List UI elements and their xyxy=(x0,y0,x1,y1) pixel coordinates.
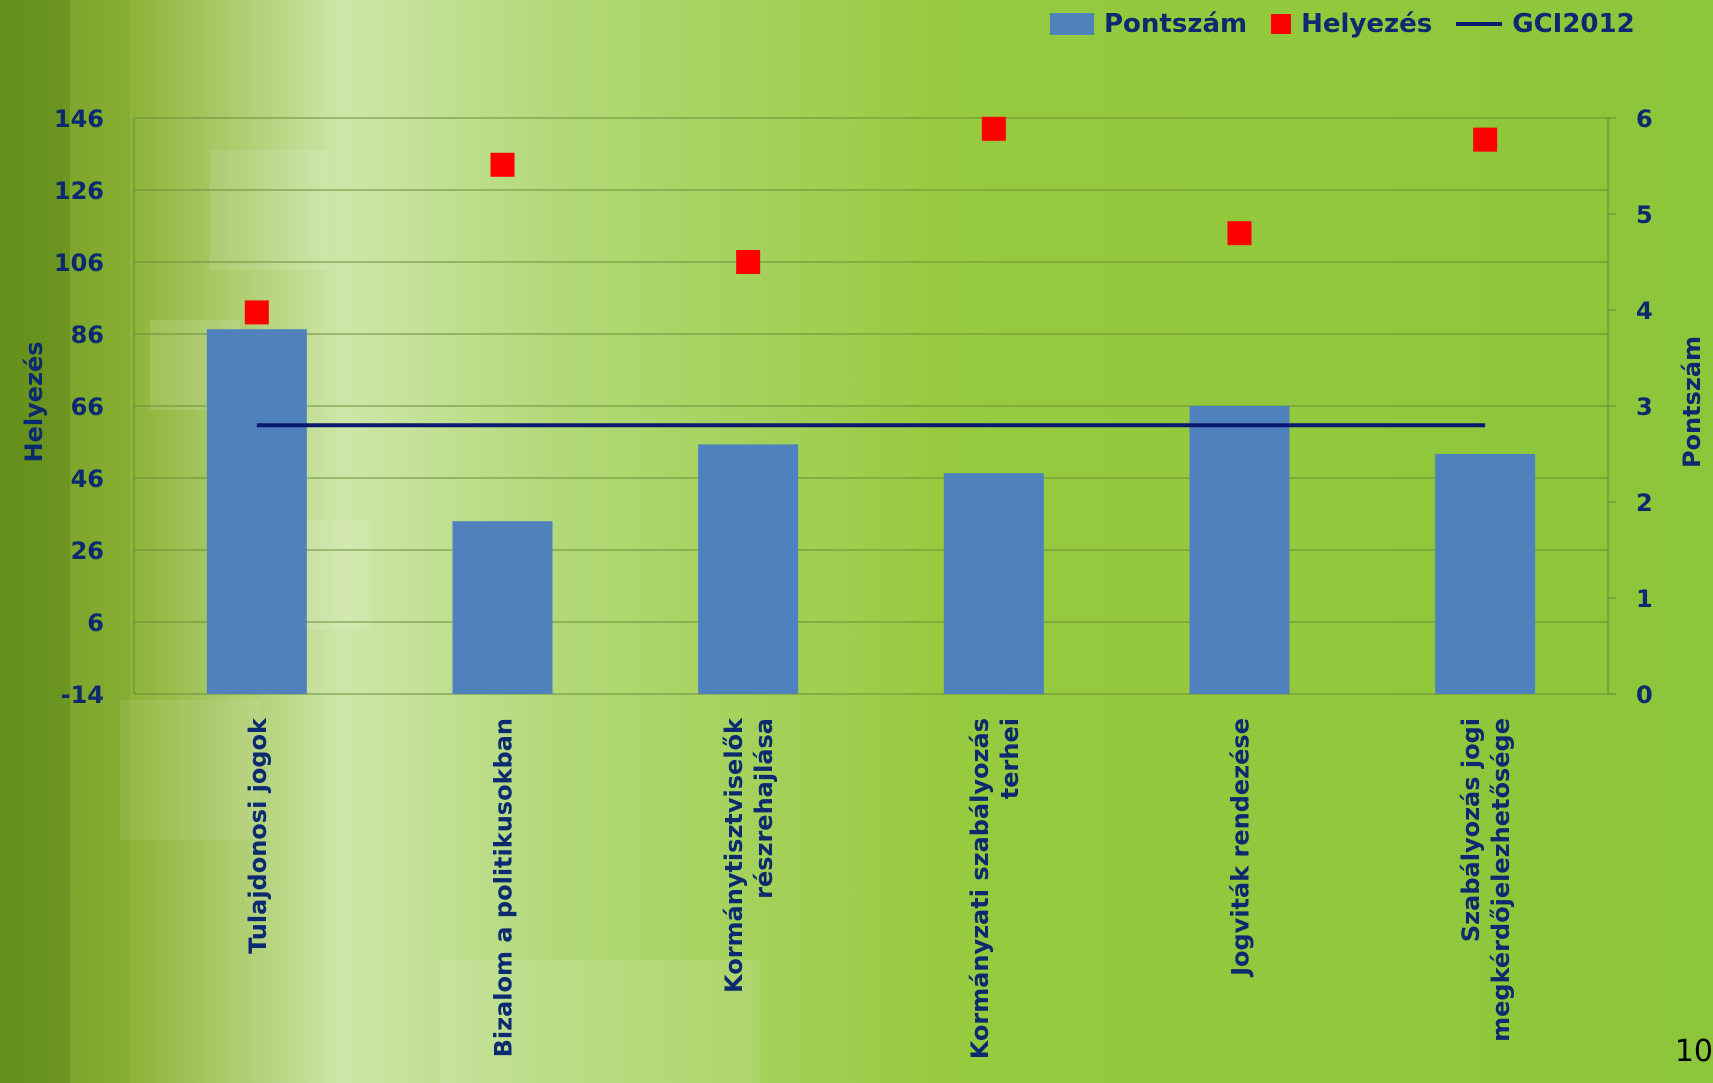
right-tick-label: 6 xyxy=(1636,105,1653,133)
page-number: 10 xyxy=(1674,1034,1713,1069)
bar xyxy=(1189,406,1290,694)
category-label: terhei xyxy=(996,718,1024,799)
left-tick-label: 86 xyxy=(71,321,104,349)
right-axis-label: Pontszám xyxy=(1678,336,1706,468)
legend-item-helyezes: Helyezés xyxy=(1271,9,1432,39)
right-tick-label: 0 xyxy=(1636,681,1653,709)
category-labels: Tulajdonosi jogok Bizalom a politikusokba… xyxy=(244,717,1515,1059)
left-tick-label: 66 xyxy=(71,393,104,421)
point xyxy=(1227,221,1252,246)
right-tick-label: 3 xyxy=(1636,393,1653,421)
category-label: Szabályozás jogi xyxy=(1457,718,1485,942)
marker-series-helyezes xyxy=(244,116,1498,325)
left-tick-label: 146 xyxy=(54,105,104,133)
category-label: Kormányzati szabályozás xyxy=(966,718,994,1059)
right-tick-label: 4 xyxy=(1636,297,1653,325)
legend-label-helyezes: Helyezés xyxy=(1301,9,1433,39)
legend-item-pontszam: Pontszám xyxy=(1050,9,1247,39)
legend-item-gci2012: GCI2012 xyxy=(1456,9,1635,39)
gridlines xyxy=(133,117,1609,695)
right-tick-label: 2 xyxy=(1636,489,1653,517)
legend-label-pontszam: Pontszám xyxy=(1104,9,1248,39)
legend-swatch-line xyxy=(1456,22,1503,26)
category-label: Kormánytisztviselők xyxy=(720,717,748,993)
left-tick-label: 106 xyxy=(54,249,104,277)
right-tick-label: 5 xyxy=(1636,201,1653,229)
bar xyxy=(452,521,553,694)
bar xyxy=(943,473,1044,694)
category-label: megkérdőjelezhetősége xyxy=(1487,718,1515,1042)
bar xyxy=(1435,454,1536,694)
bar-series-pontszam xyxy=(206,329,1536,694)
point xyxy=(244,300,269,325)
left-tick-label: 46 xyxy=(71,465,104,493)
bar xyxy=(698,444,799,694)
legend: Pontszám Helyezés GCI2012 xyxy=(1050,4,1649,44)
point xyxy=(490,152,515,177)
left-tick-label: 26 xyxy=(71,537,104,565)
category-label: Jogviták rendezése xyxy=(1227,718,1255,978)
category-label: Bizalom a politikusokban xyxy=(490,718,518,1057)
bar xyxy=(206,329,307,694)
left-axis-label: Helyezés xyxy=(20,341,48,462)
right-axis-ticks: 6 5 4 3 2 1 0 xyxy=(1608,105,1653,709)
left-axis-ticks: 146 126 106 86 66 46 26 6 -14 xyxy=(54,105,104,709)
left-tick-label: 6 xyxy=(87,609,104,637)
point xyxy=(981,116,1006,141)
category-label: részrehajlása xyxy=(750,718,778,899)
left-tick-label: -14 xyxy=(61,681,104,709)
left-tick-label: 126 xyxy=(54,177,104,205)
legend-swatch-bar xyxy=(1050,13,1094,35)
point xyxy=(1473,127,1498,152)
right-tick-label: 1 xyxy=(1636,585,1653,613)
point xyxy=(736,250,761,274)
legend-label-gci2012: GCI2012 xyxy=(1512,9,1635,39)
legend-swatch-marker xyxy=(1271,14,1292,34)
category-label: Tulajdonosi jogok xyxy=(244,717,272,954)
